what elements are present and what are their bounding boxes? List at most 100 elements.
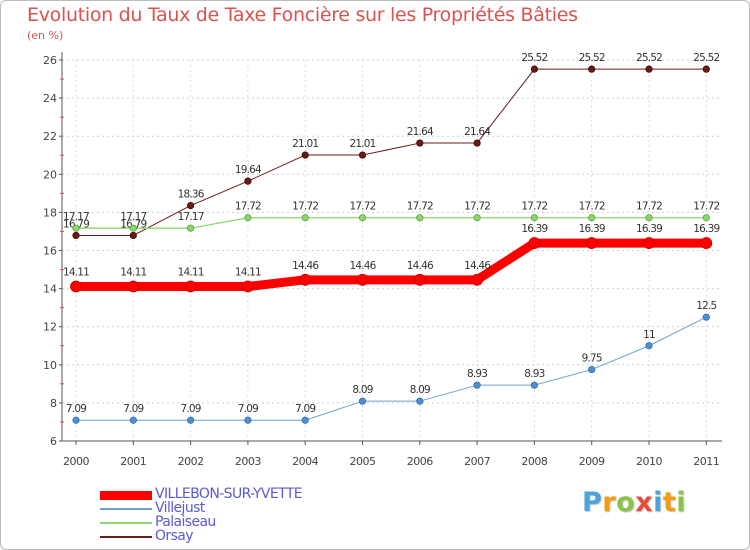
y-tick-label-24: 24	[43, 92, 57, 105]
data-label-villebon-sur-yvette-2001: 14.11	[120, 267, 146, 279]
data-point-orsay-2008	[530, 65, 539, 73]
x-tick-label-2001: 2001	[120, 455, 146, 468]
data-label-villebon-sur-yvette-2005: 14.46	[349, 260, 376, 272]
data-label-orsay-2004: 21.01	[292, 138, 318, 150]
data-point-orsay-2009	[588, 65, 596, 73]
legend-item-orsay: Orsay	[100, 529, 400, 544]
data-label-villebon-sur-yvette-2000: 14.11	[63, 267, 89, 279]
data-point-orsay-2011	[702, 65, 710, 73]
data-label-orsay-2008: 25.52	[521, 52, 547, 64]
legend-swatch-orsay	[100, 536, 152, 538]
data-label-villebon-sur-yvette-2003: 14.11	[235, 267, 261, 279]
data-label-villejust-2010: 11	[643, 329, 655, 341]
data-point-villebon-sur-yvette-2006	[413, 273, 426, 286]
data-point-villebon-sur-yvette-2002	[184, 280, 197, 293]
data-point-palaiseau-2009	[588, 214, 596, 222]
data-point-villebon-sur-yvette-2008	[528, 237, 541, 249]
data-label-villejust-2009: 9.75	[582, 353, 602, 365]
data-label-orsay-2007: 21.64	[464, 126, 491, 138]
x-tick-label-2008: 2008	[521, 455, 547, 468]
data-label-villejust-2000: 7.09	[66, 403, 86, 415]
data-label-palaiseau-2010: 17.72	[636, 201, 662, 213]
legend-label-villebon: VILLEBON-SUR-YVETTE	[155, 486, 303, 502]
data-point-orsay-2010	[645, 65, 653, 73]
y-axis-unit-label: (en %)	[27, 29, 64, 42]
data-label-villebon-sur-yvette-2007: 14.46	[464, 260, 491, 272]
data-label-palaiseau-2008: 17.72	[521, 201, 547, 213]
x-tick-label-2000: 2000	[63, 455, 89, 468]
data-label-villebon-sur-yvette-2010: 16.39	[636, 223, 662, 235]
data-label-palaiseau-2006: 17.72	[407, 201, 433, 213]
data-label-villejust-2001: 7.09	[123, 403, 143, 415]
y-tick-label-8: 8	[50, 397, 57, 410]
data-point-villebon-sur-yvette-2004	[299, 273, 312, 286]
data-point-villejust-2003	[244, 416, 252, 424]
y-tick-label-16: 16	[43, 245, 57, 258]
data-label-orsay-2001: 16.79	[120, 218, 146, 230]
x-tick-label-2010: 2010	[636, 455, 662, 468]
data-label-orsay-2005: 21.01	[349, 138, 375, 150]
data-label-orsay-2006: 21.64	[407, 126, 434, 138]
data-label-palaiseau-2002: 17.17	[178, 211, 204, 223]
series-line-orsay	[75, 68, 707, 236]
x-tick-label-2006: 2006	[407, 455, 433, 468]
data-point-orsay-2007	[473, 139, 481, 147]
data-point-palaiseau-2006	[416, 214, 424, 222]
data-point-villejust-2005	[358, 397, 367, 405]
data-point-villebon-sur-yvette-2003	[241, 280, 254, 293]
x-tick-label-2011: 2011	[693, 455, 719, 468]
data-point-villejust-2008	[530, 381, 539, 389]
data-point-palaiseau-2008	[530, 214, 539, 222]
data-label-palaiseau-2004: 17.72	[292, 201, 318, 213]
data-label-orsay-2000: 16.79	[63, 218, 89, 230]
data-label-villejust-2005: 8.09	[352, 384, 372, 396]
data-point-orsay-2004	[301, 151, 309, 159]
data-point-villejust-2009	[588, 365, 596, 374]
data-label-villejust-2008: 8.93	[524, 368, 544, 380]
logo-letter: i	[676, 487, 687, 518]
data-point-orsay-2000	[72, 231, 80, 240]
data-point-villebon-sur-yvette-2005	[356, 273, 369, 286]
data-point-orsay-2003	[244, 177, 252, 185]
data-point-villejust-2011	[702, 313, 710, 321]
data-label-villebon-sur-yvette-2009: 16.39	[579, 223, 605, 235]
data-point-palaiseau-2004	[301, 214, 309, 222]
data-point-villebon-sur-yvette-2010	[643, 237, 655, 249]
data-label-palaiseau-2000: 17.17	[63, 211, 89, 223]
data-label-orsay-2002: 18.36	[178, 189, 205, 201]
data-point-palaiseau-2007	[473, 214, 481, 222]
data-label-palaiseau-2003: 17.72	[235, 201, 261, 213]
legend-swatch-villejust	[100, 508, 152, 510]
logo-letter: x	[635, 487, 654, 518]
data-label-villejust-2006: 8.09	[410, 384, 430, 396]
data-label-palaiseau-2009: 17.72	[579, 201, 605, 213]
x-tick-label-2004: 2004	[292, 455, 318, 468]
data-label-villejust-2011: 12.5	[696, 300, 716, 312]
x-tick-label-2009: 2009	[579, 455, 605, 468]
series-line-villejust	[75, 316, 707, 421]
data-point-palaiseau-2003	[244, 214, 252, 222]
data-label-orsay-2009: 25.52	[579, 52, 605, 64]
legend-label-palaiseau: Palaiseau	[155, 514, 216, 530]
y-tick-label-10: 10	[43, 359, 57, 372]
data-point-villebon-sur-yvette-2000	[70, 280, 82, 293]
data-point-orsay-2006	[416, 139, 424, 147]
x-tick-label-2005: 2005	[350, 455, 376, 468]
data-label-palaiseau-2007: 17.72	[464, 201, 490, 213]
series-line-villebon-sur-yvette	[71, 238, 711, 292]
data-point-villejust-2007	[473, 381, 481, 389]
data-label-villebon-sur-yvette-2011: 16.39	[693, 223, 719, 235]
y-tick-label-12: 12	[43, 321, 57, 334]
data-label-villejust-2007: 8.93	[467, 368, 487, 380]
data-label-villebon-sur-yvette-2006: 14.46	[407, 260, 434, 272]
data-label-palaiseau-2005: 17.72	[349, 201, 375, 213]
x-tick-label-2003: 2003	[235, 455, 261, 468]
data-point-palaiseau-2002	[187, 224, 195, 232]
data-point-villejust-2006	[416, 397, 424, 405]
data-point-orsay-2005	[358, 151, 367, 159]
series-line-palaiseau	[75, 217, 707, 229]
logo-letter: o	[616, 487, 636, 518]
data-point-villejust-2002	[187, 416, 195, 424]
y-tick-label-26: 26	[43, 54, 57, 67]
